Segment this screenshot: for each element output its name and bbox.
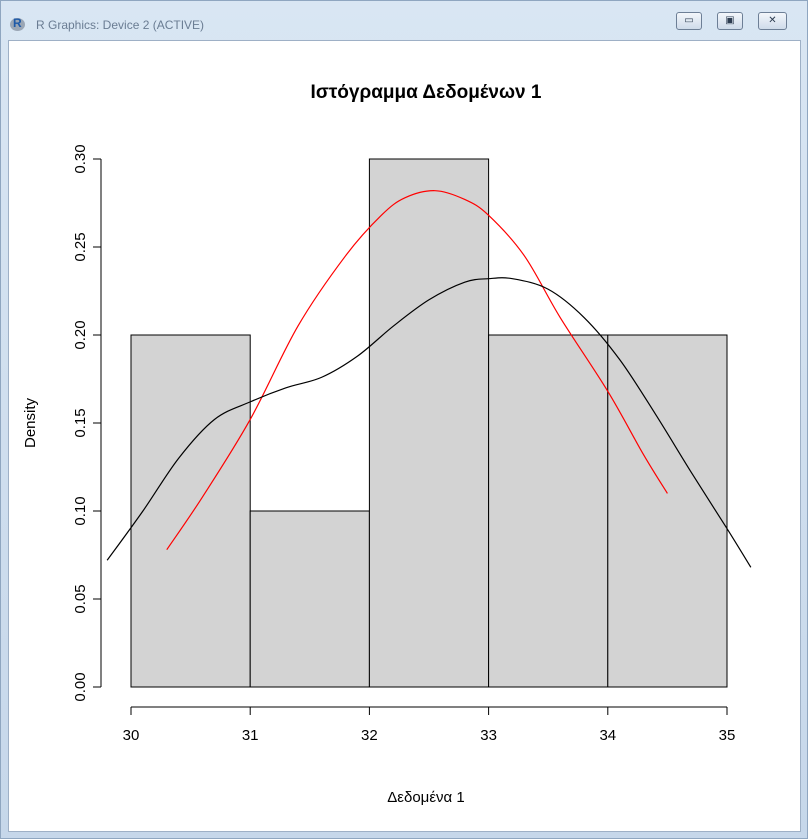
histogram-bar-2 [249, 510, 370, 688]
y-tick-label-4: 0.20 [72, 320, 89, 349]
histogram-chart: Ιστόγραμμα Δεδομένων 1 Δεδομένα 1 Densit… [22, 82, 752, 806]
histogram-bar-1 [130, 334, 251, 688]
close-icon: ✕ [768, 15, 777, 26]
y-tick-label-2: 0.10 [72, 496, 89, 525]
minimize-button[interactable]: ▭ [676, 12, 702, 30]
histogram-bar-4 [488, 334, 609, 688]
y-tick-label-6: 0.30 [72, 144, 89, 173]
y-tick-label-0: 0.00 [72, 672, 89, 701]
y-tick-label-1: 0.05 [72, 584, 89, 613]
density-curve-2 [106, 277, 752, 568]
x-tick-label-5: 35 [719, 727, 736, 744]
x-tick-label-1: 31 [242, 727, 259, 744]
close-button[interactable]: ✕ [758, 12, 787, 30]
plot-area: Ιστόγραμμα Δεδομένων 1 Δεδομένα 1 Densit… [8, 40, 801, 832]
y-tick-label-5: 0.25 [72, 232, 89, 261]
density-curve-1 [166, 190, 668, 551]
x-tick-label-4: 34 [599, 727, 616, 744]
r-app-icon: R [10, 16, 25, 31]
chart-title: Ιστόγραμμα Δεδομένων 1 [311, 82, 542, 103]
r-app-icon-glyph: R [13, 16, 22, 30]
maximize-button[interactable]: ▣ [717, 12, 743, 30]
x-tick-label-3: 33 [480, 727, 497, 744]
title-bar[interactable]: R R Graphics: Device 2 (ACTIVE) ▭ ▣ ✕ [1, 1, 807, 41]
y-tick-label-3: 0.15 [72, 408, 89, 437]
x-tick-label-0: 30 [123, 727, 140, 744]
x-axis-label: Δεδομένα 1 [387, 789, 464, 806]
histogram-bar-5 [607, 334, 728, 688]
minimize-icon: ▭ [684, 15, 694, 26]
histogram-bar-3 [368, 158, 490, 688]
window-title: R Graphics: Device 2 (ACTIVE) [36, 18, 205, 32]
x-tick-label-2: 32 [361, 727, 378, 744]
y-axis-label: Density [22, 397, 39, 448]
maximize-icon: ▣ [725, 15, 735, 26]
